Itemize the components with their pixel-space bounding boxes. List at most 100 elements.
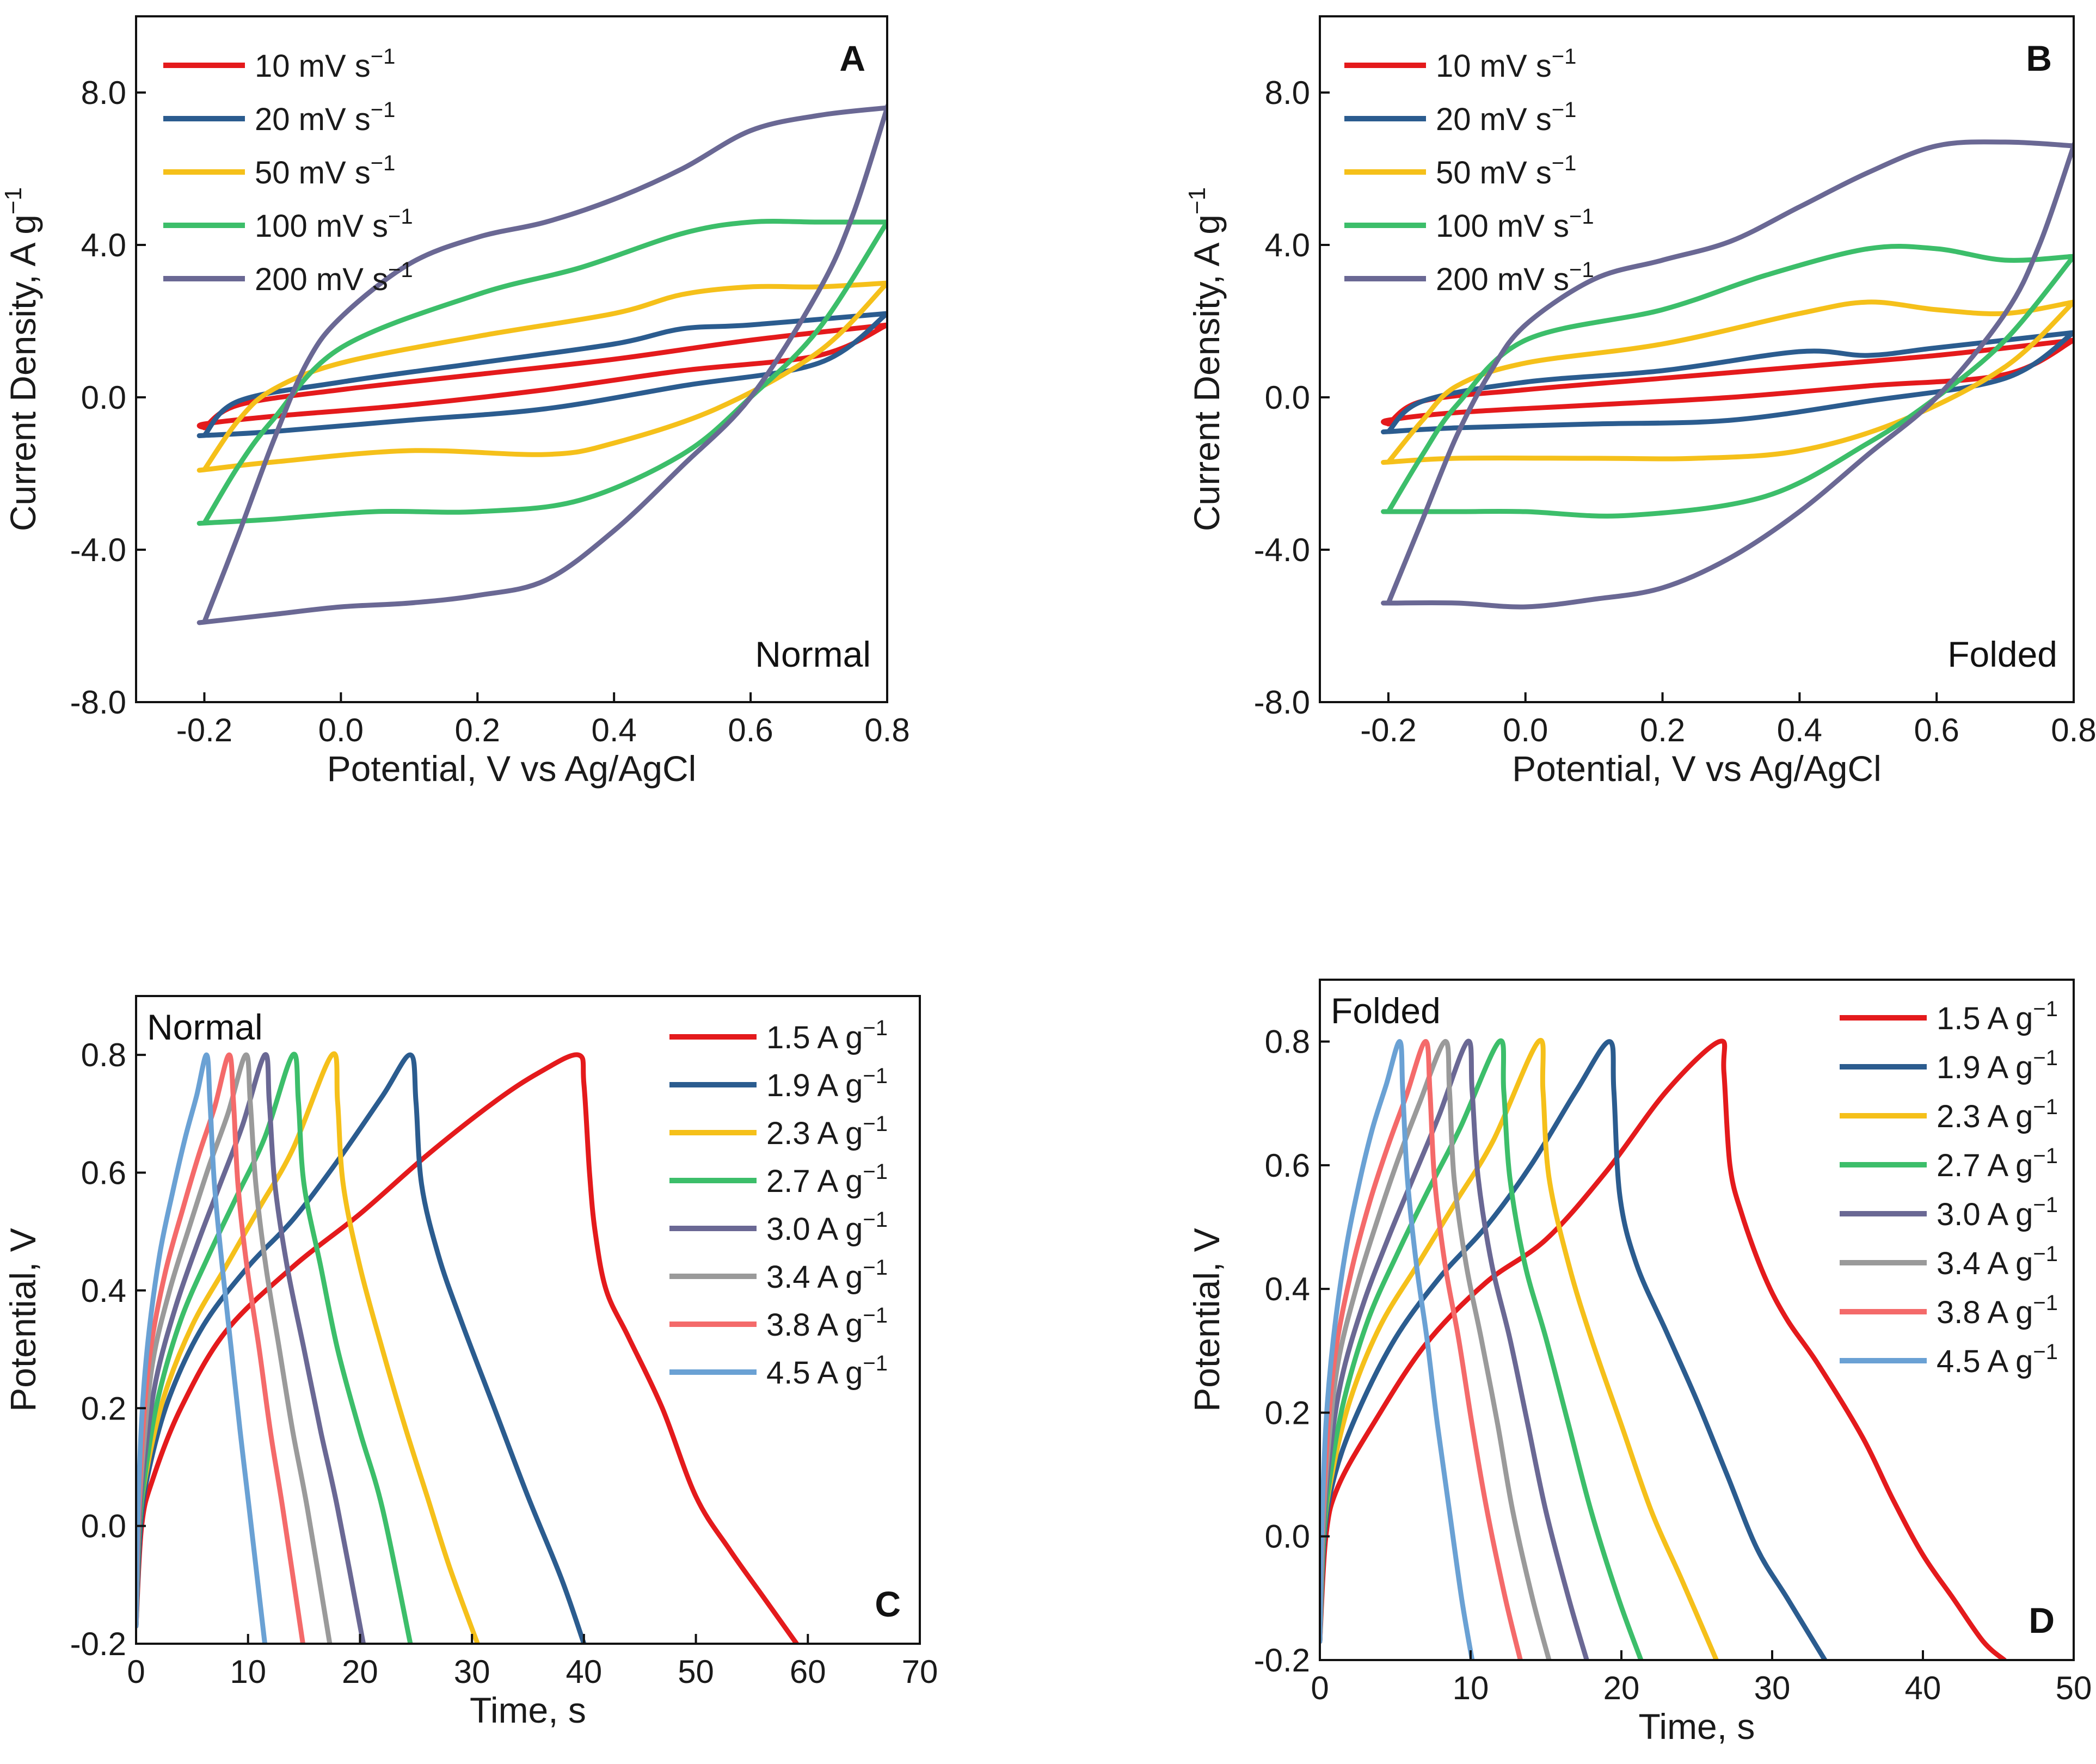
legend-label-text: 100 mV s (255, 208, 388, 244)
x-tick-label: 0.2 (1640, 712, 1685, 748)
series-line-1-9-a-g-1 (1320, 1039, 1828, 1660)
y-tick-label: 0.4 (1265, 1271, 1310, 1307)
legend-label: 200 mV s−1 (1436, 258, 1594, 297)
legend-label-text: 2.7 A g (766, 1164, 863, 1199)
legend-label-sup: −1 (388, 205, 413, 229)
legend-label-text: 1.5 A g (1937, 1001, 2033, 1036)
legend-label-sup: −1 (1552, 151, 1577, 175)
legend-label: 100 mV s−1 (1436, 205, 1594, 244)
x-axis-title: Potential, V vs Ag/AgCl (1512, 748, 1882, 789)
legend-label: 3.4 A g−1 (766, 1256, 888, 1295)
x-tick-label: 40 (566, 1654, 602, 1690)
y-tick-label: -8.0 (70, 684, 126, 721)
x-axis-title: Time, s (470, 1690, 586, 1730)
legend-label-text: 2.3 A g (1937, 1099, 2033, 1134)
plot-frame (135, 995, 921, 1645)
x-axis-title: Potential, V vs Ag/AgCl (327, 748, 697, 789)
condition-label: Folded (1947, 634, 2057, 674)
legend-label: 4.5 A g−1 (766, 1351, 888, 1391)
series-line-3-0-a-g-4 (1320, 1038, 1589, 1660)
x-tick-label: 50 (678, 1654, 714, 1690)
y-axis-title: Current Density, A g−1 (1184, 187, 1227, 531)
legend-label-sup: −1 (1569, 258, 1594, 282)
y-tick-label: 0.4 (81, 1273, 126, 1309)
series-line-4-5-a-g-7 (136, 1052, 268, 1644)
legend-label-text: 1.9 A g (1937, 1050, 2033, 1085)
series-line-50-mv-s-2 (1381, 299, 2074, 465)
legend-label-text: 200 mV s (1436, 262, 1569, 297)
legend-label-sup: −1 (2033, 997, 2058, 1021)
legend-label-text: 3.4 A g (766, 1259, 863, 1295)
legend-label-text: 20 mV s (255, 102, 371, 137)
y-tick-label: -0.2 (1254, 1642, 1310, 1679)
legend-label-text: 1.5 A g (766, 1020, 863, 1055)
legend-label-sup: −1 (863, 1304, 888, 1327)
y-axis-title: Potential, V (3, 1228, 43, 1412)
legend-label-sup: −1 (2033, 1340, 2058, 1364)
series-line-10-mv-s-0 (1381, 337, 2074, 427)
series-line-50-mv-s-2 (196, 279, 887, 473)
x-tick-label: 10 (1453, 1670, 1489, 1706)
y-tick-label: 0.0 (1265, 379, 1310, 416)
legend-label: 3.8 A g−1 (1937, 1291, 2058, 1330)
condition-label: Normal (755, 634, 871, 674)
legend-label: 1.9 A g−1 (1937, 1046, 2058, 1085)
y-axis-title-text: Current Density, A g (3, 214, 43, 531)
series-line-10-mv-s-0 (196, 322, 887, 431)
legend-label-text: 3.8 A g (766, 1307, 863, 1343)
y-tick-label: 0.0 (1265, 1519, 1310, 1555)
y-tick-label: 0.0 (81, 1508, 126, 1545)
legend-label-sup: −1 (863, 1160, 888, 1184)
x-tick-label: 0 (1311, 1670, 1329, 1706)
series-line-4-5-a-g-7 (1320, 1039, 1475, 1660)
x-tick-label: 30 (1754, 1670, 1791, 1706)
legend-label: 20 mV s−1 (1436, 98, 1576, 137)
series-group (1320, 1037, 2007, 1660)
series-line-100-mv-s-3 (196, 218, 887, 526)
legend-label-sup: −1 (2033, 1193, 2058, 1217)
x-tick-label: 10 (230, 1654, 266, 1690)
legend-label-text: 1.9 A g (766, 1068, 863, 1103)
legend-label-text: 2.3 A g (766, 1116, 863, 1151)
series-line-20-mv-s-1 (1381, 329, 2074, 435)
y-tick-label: 8.0 (1265, 75, 1310, 111)
chart-panel-b: -0.2 0.0 0.2 0.4 0.6 0.8 -8.0 -4.0 0.0 4.0 8.0 Pote… (1184, 15, 2096, 789)
series-line-2-3-a-g-2 (1320, 1037, 1719, 1660)
plot-frame (1319, 979, 2075, 1661)
y-axis-title-text: Potential, V (1187, 1228, 1227, 1412)
y-tick-label: 4.0 (81, 227, 126, 263)
series-line-1-9-a-g-1 (136, 1052, 587, 1644)
legend-label: 10 mV s−1 (1436, 45, 1576, 84)
panel-letter: C (875, 1584, 901, 1624)
series-line-2-7-a-g-3 (1320, 1038, 1644, 1660)
legend-label-sup: −1 (1569, 205, 1594, 229)
panel-letter: D (2029, 1600, 2055, 1640)
legend-label-sup: −1 (2033, 1291, 2058, 1315)
series-line-2-7-a-g-3 (136, 1052, 413, 1644)
legend-label-text: 3.8 A g (1937, 1295, 2033, 1330)
x-tick-label: 0.6 (728, 712, 773, 748)
y-axis-title-sup: −1 (1184, 187, 1210, 214)
legend-label-sup: −1 (863, 1064, 888, 1088)
y-tick-label: 0.8 (81, 1037, 126, 1073)
legend-label-text: 3.4 A g (1937, 1246, 2033, 1281)
y-tick-label: -4.0 (70, 532, 126, 568)
x-tick-label: 70 (902, 1654, 938, 1690)
x-tick-label: 0.0 (1503, 712, 1548, 748)
y-tick-label: -4.0 (1254, 532, 1310, 568)
legend-label: 1.5 A g−1 (766, 1016, 888, 1055)
y-tick-label: 0.2 (1265, 1394, 1310, 1431)
legend-label-text: 3.0 A g (766, 1212, 863, 1247)
y-tick-label: 0.8 (1265, 1024, 1310, 1060)
series-line-100-mv-s-3 (1381, 243, 2074, 519)
legend-label: 3.4 A g−1 (1937, 1242, 2058, 1281)
series-line-3-0-a-g-4 (136, 1052, 366, 1644)
legend-label-text: 20 mV s (1436, 102, 1552, 137)
legend-label: 1.5 A g−1 (1937, 997, 2058, 1036)
legend-label: 3.0 A g−1 (1937, 1193, 2058, 1232)
series-line-2-3-a-g-2 (136, 1051, 480, 1644)
series-line-200-mv-s-4 (1381, 139, 2074, 610)
y-tick-label: -8.0 (1254, 684, 1310, 721)
legend-label-text: 50 mV s (255, 155, 371, 190)
